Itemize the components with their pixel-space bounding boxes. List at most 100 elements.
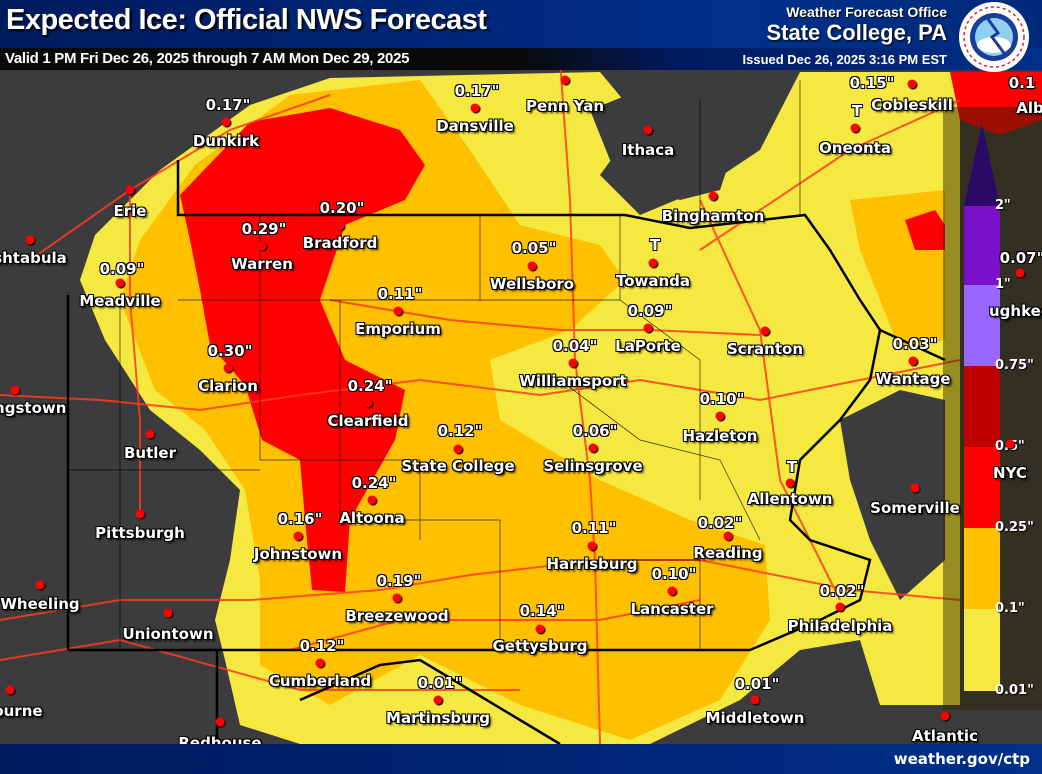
city-label: Wellsboro [489,275,575,293]
legend-swatch-1-2in [964,206,1000,285]
ice-amount-label: T [786,458,798,476]
city-label: lbourne [0,702,43,720]
city-label: Meadville [79,292,161,310]
city-label: State College [401,457,515,475]
city-marker [433,695,443,705]
city-label: Clearfield [327,412,409,430]
ice-zone-0.25-0.5 [180,108,425,592]
city-marker [535,624,545,634]
city-marker [908,356,918,366]
city-marker [527,261,537,271]
city-label: Clarion [198,377,258,395]
legend-swatch-0.75-1in [964,285,1000,366]
ice-amount-label: 0.10" [651,565,697,583]
footer-bar [0,744,1042,774]
city-label: Philadelphia [787,617,893,635]
city-marker [587,541,597,551]
legend-label: 0.1" [995,601,1025,616]
legend-swatch-0.1-0.25in [964,528,1000,609]
city-label: Erie [113,202,147,220]
legend-label: 0.01" [995,683,1034,698]
city-label: Uniontown [122,625,214,643]
ice-amount-label: 0.12" [299,637,345,655]
footer-url[interactable]: weather.gov/ctp [893,750,1030,768]
city-label: Emporium [355,320,441,338]
city-marker [750,695,760,705]
city-marker [293,531,303,541]
city-marker [135,509,145,519]
office-name: State College, PA [766,20,947,45]
valid-period: Valid 1 PM Fri Dec 26, 2025 through 7 AM… [5,50,410,67]
ice-amount-label: 0.02" [697,514,743,532]
ice-amount-label: 0.30" [207,342,253,360]
city-label: Selinsgrove [543,457,643,475]
city-marker [850,123,860,133]
city-label: Youngstown [0,399,67,417]
city-marker [257,241,267,251]
ice-zone-0.25-0.5-albany [950,72,1042,135]
city-marker [835,602,845,612]
city-marker [367,495,377,505]
nws-logo-icon [959,2,1029,72]
city-label: Lancaster [630,600,714,618]
city-marker [125,185,135,195]
ice-amount-label: 0.07" [999,249,1042,267]
city-marker [760,326,770,336]
city-marker [715,411,725,421]
ice-amount-label: 0.17" [454,82,500,100]
city-marker [223,363,233,373]
ice-amount-label: 0.01" [734,675,780,693]
city-label: Williamsport [519,372,627,390]
ice-amount-label: 0.20" [319,199,365,217]
city-label: shtabula [0,249,67,267]
city-marker [335,221,345,231]
city-marker [588,443,598,453]
city-marker [10,385,20,395]
legend-label: 2" [995,198,1011,213]
ice-amount-label: 0.06" [572,422,618,440]
city-label: NYC [993,464,1027,482]
city-label: Hazleton [682,427,758,445]
issued-bar [520,48,1042,70]
city-marker [215,717,225,727]
county-borders [68,80,801,650]
city-label: Martinsburg [386,709,490,727]
ice-zone-0.25-0.5-ne [905,210,945,250]
city-label: Ithaca [621,141,675,159]
ice-amount-label: 0.11" [377,285,423,303]
city-marker [393,306,403,316]
ice-amount-label: 0.1 [1008,74,1036,92]
city-label: Scranton [726,340,804,358]
city-marker [708,191,718,201]
ice-amount-label: 0.09" [627,302,673,320]
city-marker [1025,79,1035,89]
city-label: Reading [693,544,763,562]
city-marker [910,483,920,493]
ice-amount-label: 0.19" [376,572,422,590]
city-marker [5,685,15,695]
city-label: Alb [1016,99,1042,117]
city-marker [907,79,917,89]
city-marker [568,358,578,368]
ice-amount-label: 0.03" [892,335,938,353]
city-marker [723,531,733,541]
city-label: Cumberland [268,672,372,690]
city-label: Middletown [705,709,805,727]
ice-amount-label: T [649,236,661,254]
ice-amount-label: 0.16" [277,510,323,528]
ice-amount-label: 0.15" [849,74,895,92]
city-marker [115,278,125,288]
issued-time: Issued Dec 26, 2025 3:16 PM EST [742,52,948,67]
header-banner [0,0,1042,48]
ice-amount-label: 0.04" [552,337,598,355]
city-label: Allentown [747,490,833,508]
city-marker [221,117,231,127]
city-marker [25,235,35,245]
ice-amount-label: 0.02" [819,582,865,600]
city-marker [453,444,463,454]
city-marker [667,586,677,596]
valid-bar [0,48,520,70]
city-marker [648,258,658,268]
